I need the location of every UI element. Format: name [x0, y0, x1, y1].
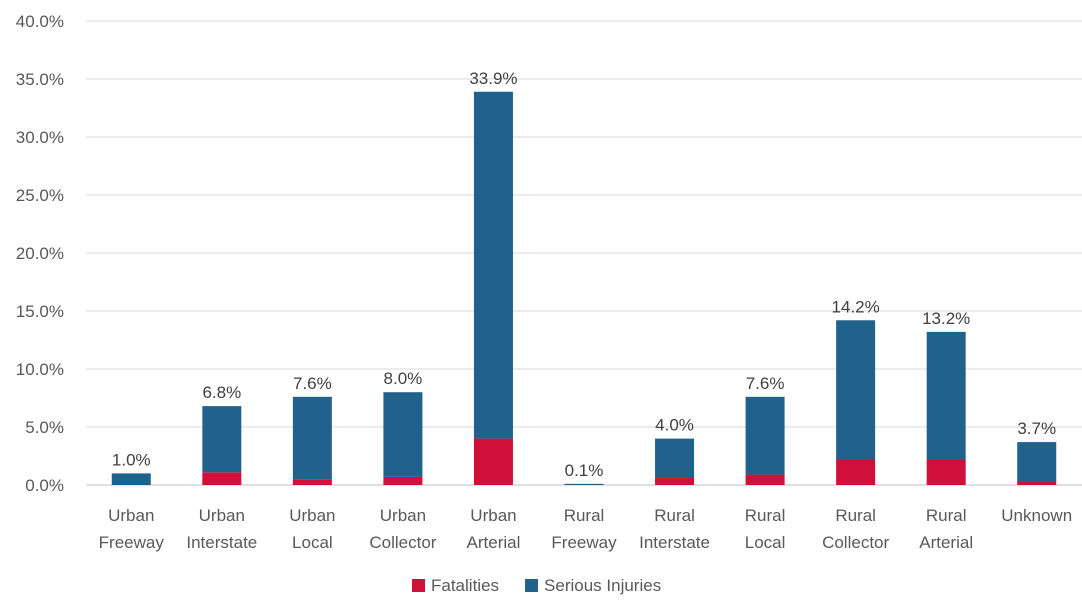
- bar-segment-serious-injuries: [1017, 442, 1056, 481]
- bar-total-label: 13.2%: [922, 309, 970, 328]
- bar-segment-serious-injuries: [293, 397, 332, 479]
- bar-total-label: 7.6%: [293, 374, 332, 393]
- x-axis-category-labels: Urban Freeway Urban Interstate Urban Local Urb…: [99, 506, 1072, 552]
- bar-total-label: 6.8%: [202, 383, 241, 402]
- y-tick-label: 15.0%: [16, 302, 64, 321]
- bar-segment-fatalities: [383, 477, 422, 485]
- bar-segment-fatalities: [836, 459, 875, 485]
- bar-segment-serious-injuries: [655, 439, 694, 478]
- legend-label: Fatalities: [431, 576, 499, 595]
- legend-swatch: [525, 579, 538, 592]
- bar-total-label: 4.0%: [655, 416, 694, 435]
- bars: [112, 92, 1056, 485]
- bar-total-label: 14.2%: [832, 297, 880, 316]
- bar-segment-serious-injuries: [112, 473, 151, 485]
- x-tick-label: Rural Collector: [822, 506, 889, 552]
- x-tick-label: Rural Freeway: [551, 506, 617, 552]
- bar-segment-serious-injuries: [383, 392, 422, 477]
- bar-segment-fatalities: [655, 478, 694, 485]
- x-tick-label: Urban Collector: [369, 506, 436, 552]
- x-tick-label: Unknown: [1001, 506, 1072, 525]
- bar-total-label: 33.9%: [469, 69, 517, 88]
- bar-segment-serious-injuries: [927, 332, 966, 460]
- y-tick-label: 20.0%: [16, 244, 64, 263]
- bar-segment-serious-injuries: [474, 92, 513, 439]
- bar-segment-fatalities: [1017, 482, 1056, 485]
- bar-total-label: 7.6%: [746, 374, 785, 393]
- bar-segment-fatalities: [293, 479, 332, 485]
- bar-segment-fatalities: [927, 459, 966, 485]
- legend-label: Serious Injuries: [544, 576, 661, 595]
- bar-total-label: 8.0%: [384, 369, 423, 388]
- bar-segment-serious-injuries: [565, 484, 604, 485]
- y-tick-label: 0.0%: [25, 476, 64, 495]
- x-tick-label: Rural Interstate: [639, 506, 710, 552]
- bar-total-label: 1.0%: [112, 450, 151, 469]
- bar-total-label: 0.1%: [565, 461, 604, 480]
- x-tick-label: Rural Arterial: [919, 506, 973, 552]
- bar-segment-fatalities: [474, 439, 513, 485]
- legend-swatch: [412, 579, 425, 592]
- x-tick-label: Urban Freeway: [99, 506, 165, 552]
- y-tick-label: 10.0%: [16, 360, 64, 379]
- bar-total-label: 3.7%: [1017, 419, 1056, 438]
- x-tick-label: Rural Local: [745, 506, 786, 552]
- bar-segment-serious-injuries: [836, 320, 875, 459]
- total-value-labels: 1.0% 6.8% 7.6% 8.0% 33.9% 0.1% 4.0% 7.6% 14.2% 13…: [112, 69, 1056, 480]
- legend: Fatalities Serious Injuries: [412, 576, 661, 595]
- bar-segment-fatalities: [202, 472, 241, 485]
- x-tick-label: Urban Interstate: [186, 506, 257, 552]
- y-axis-tick-labels: 0.0% 5.0% 10.0% 15.0% 20.0% 25.0% 30.0% 35.0% 40…: [16, 12, 64, 495]
- y-tick-label: 40.0%: [16, 12, 64, 31]
- y-tick-label: 35.0%: [16, 70, 64, 89]
- bar-segment-fatalities: [746, 475, 785, 485]
- x-tick-label: Urban Arterial: [467, 506, 521, 552]
- bar-segment-serious-injuries: [746, 397, 785, 475]
- y-tick-label: 25.0%: [16, 186, 64, 205]
- x-tick-label: Urban Local: [289, 506, 335, 552]
- bar-segment-serious-injuries: [202, 406, 241, 472]
- y-tick-label: 30.0%: [16, 128, 64, 147]
- y-tick-label: 5.0%: [25, 418, 64, 437]
